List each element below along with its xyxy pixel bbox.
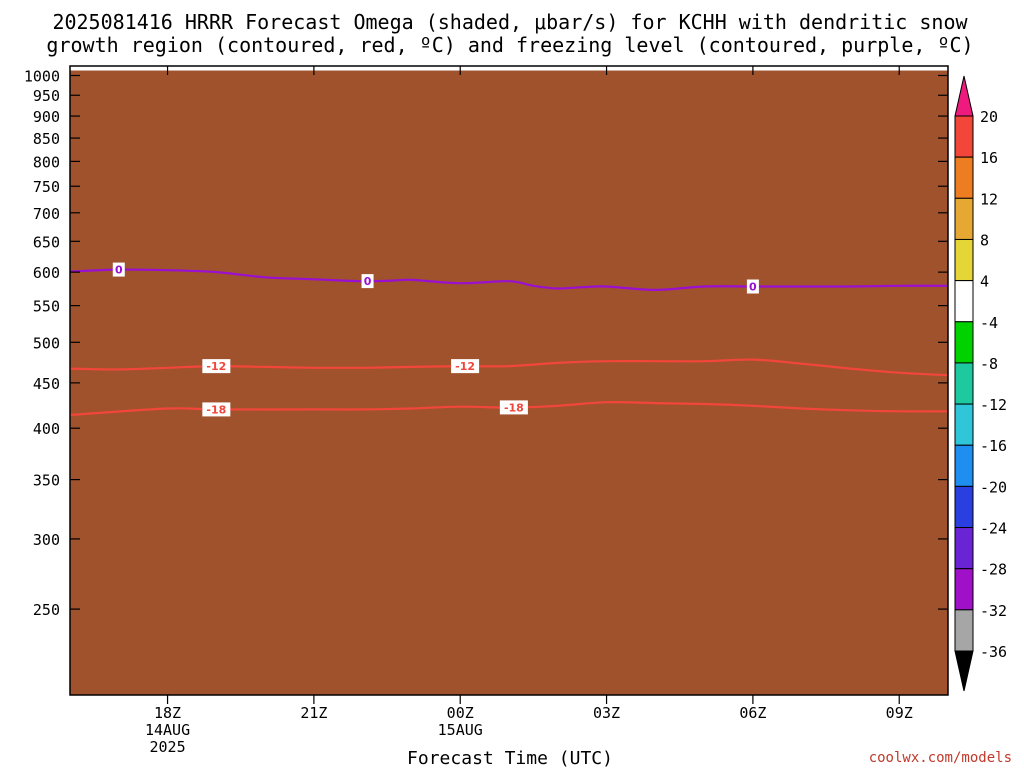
contour-label--18: -18 <box>504 401 524 414</box>
x-tick-label: 18Z <box>154 704 181 722</box>
y-tick-label: 400 <box>33 420 60 438</box>
colorbar-bin <box>954 156 974 199</box>
x-tick-label: 2025 <box>149 738 185 756</box>
ground-surface <box>70 70 948 695</box>
y-tick-label: 700 <box>33 205 60 223</box>
y-tick-label: 800 <box>33 153 60 171</box>
chart-title-line-2: growth region (contoured, red, ºC) and f… <box>46 33 973 57</box>
colorbar-bin <box>954 568 974 611</box>
contour-label-bg <box>361 274 374 289</box>
contour-label-bg <box>499 400 528 415</box>
y-tick-label: 1000 <box>24 68 60 86</box>
y-tick-label: 550 <box>33 298 60 316</box>
colorbar-bin <box>954 362 974 405</box>
colorbar-label: 4 <box>980 273 989 291</box>
x-tick-label: 21Z <box>300 704 327 722</box>
colorbar-label: -12 <box>980 396 1007 414</box>
axis-ticks: 250 300 350 400 450 500 550 600 650 700 750 800 850 9… <box>24 66 948 756</box>
contour-label--12: -12 <box>206 360 226 373</box>
colorbar-label: 16 <box>980 149 998 167</box>
y-tick-label: 350 <box>33 472 60 490</box>
y-tick-label: 600 <box>33 264 60 282</box>
plot-area: -18 -18 -12 -12 0 0 0 <box>69 65 949 696</box>
colorbar-label: -24 <box>980 520 1007 538</box>
colorbar-label: 12 <box>980 190 998 208</box>
y-tick-label: 850 <box>33 130 60 148</box>
y-tick-label: 300 <box>33 531 60 549</box>
colorbar-bin <box>954 280 974 323</box>
contour-label-bg <box>451 359 480 374</box>
y-tick-label: 500 <box>33 334 60 352</box>
colorbar-label: -20 <box>980 478 1007 496</box>
contour-label-bg <box>202 359 231 374</box>
colorbar-bin <box>954 238 974 282</box>
contour-label-bg <box>202 402 231 417</box>
colorbar-bin <box>954 115 974 158</box>
x-axis-label: Forecast Time (UTC) <box>407 748 613 768</box>
x-tick-label: 00Z <box>447 704 474 722</box>
y-tick-label: 950 <box>33 87 60 105</box>
plot-frame <box>69 65 949 696</box>
colorbar-label: 20 <box>980 108 998 126</box>
colorbar-bin-top <box>954 75 974 117</box>
colorbar-label: -4 <box>980 314 998 332</box>
colorbar-bin <box>954 485 974 529</box>
colorbar-bin <box>954 321 974 364</box>
x-tick-label: 03Z <box>593 704 620 722</box>
contour-label--12: -12 <box>455 360 475 373</box>
contour-line-0 <box>70 268 948 292</box>
x-tick-label: 09Z <box>886 704 913 722</box>
x-tick-label: 14AUG <box>145 721 190 739</box>
colorbar-bin <box>954 197 974 240</box>
y-tick-label: 250 <box>33 601 60 619</box>
colorbar-bin-bottom <box>954 650 974 692</box>
contour-label--18: -18 <box>206 403 226 416</box>
y-tick-label: 650 <box>33 233 60 251</box>
colorbar-label: -36 <box>980 643 1007 661</box>
colorbar-label: -8 <box>980 355 998 373</box>
contour-label-bg <box>746 279 759 294</box>
contour-label-0: 0 <box>749 281 757 294</box>
colorbar-bin <box>954 609 974 652</box>
colorbar-label: -28 <box>980 561 1007 579</box>
source-credit: coolwx.com/models <box>869 750 1012 766</box>
x-tick-label: 06Z <box>739 704 766 722</box>
chart-title-line-1: 2025081416 HRRR Forecast Omega (shaded, … <box>52 10 968 34</box>
colorbar: 20 16 12 8 4 -4 -8 -12 -16 -20 -24 -28 -32 -36 <box>954 75 1007 692</box>
colorbar-label: -32 <box>980 602 1007 620</box>
y-tick-label: 450 <box>33 375 60 393</box>
contour-line--18 <box>70 400 948 417</box>
colorbar-bin <box>954 444 974 487</box>
contour-label-0: 0 <box>364 275 372 288</box>
y-tick-label: 750 <box>33 178 60 196</box>
y-tick-label: 900 <box>33 108 60 126</box>
x-tick-label: 15AUG <box>438 721 483 739</box>
colorbar-label: 8 <box>980 231 989 249</box>
contour-label-bg <box>112 262 125 277</box>
colorbar-bin <box>954 403 974 446</box>
contour-label-0: 0 <box>115 264 123 277</box>
colorbar-bin <box>954 527 974 570</box>
colorbar-label: -16 <box>980 437 1007 455</box>
contours: -18 -18 -12 -12 0 0 0 <box>70 262 948 417</box>
